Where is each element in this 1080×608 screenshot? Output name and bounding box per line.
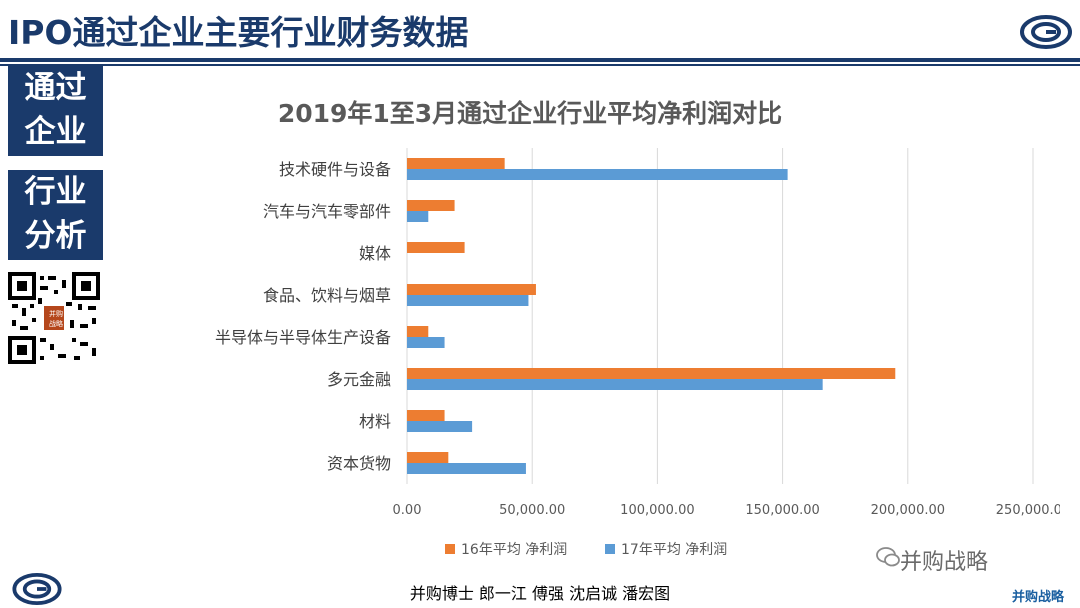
section-badge-line: 分析 [24,218,87,254]
footer-authors: 并购博士 郎一江 傅强 沈启诚 潘宏图 [409,584,671,603]
section-badge-industry: 行业 分析 [8,170,103,260]
legend-label: 16年平均 净利润 [461,542,567,558]
page-title: IPO通过企业主要行业财务数据 [8,13,469,52]
brand-logo-icon [12,572,62,606]
legend-swatch [445,544,455,554]
category-label: 半导体与半导体生产设备 [215,328,391,347]
category-label: 汽车与汽车零部件 [263,202,391,221]
section-badge-line: 通过 [24,70,87,106]
qr-caption: 战略 [49,319,63,328]
category-label: 食品、饮料与烟草 [263,286,391,305]
section-badge-line: 行业 [24,174,87,210]
x-tick-label: 0.00 [393,503,422,518]
header: IPO通过企业主要行业财务数据 [0,0,1080,56]
bar-series-17 [407,295,529,306]
bar-series-16 [407,158,505,169]
bar-series-16 [407,368,896,379]
category-label: 材料 [359,412,391,431]
qr-caption: 并购 [49,309,63,318]
bar-series-17 [407,463,526,474]
bar-series-17 [407,169,788,180]
header-divider-thin [0,64,1080,66]
bar-series-16 [407,200,455,211]
section-badge-line: 企业 [24,114,87,150]
category-label: 资本货物 [327,454,391,473]
bar-series-16 [407,242,465,253]
bar-series-17 [407,379,823,390]
x-tick-label: 150,000.00 [745,503,819,518]
wechat-icon [876,547,900,567]
x-tick-label: 100,000.00 [620,503,694,518]
section-badge-companies: 通过 企业 [8,66,103,156]
category-label: 技术硬件与设备 [279,160,391,179]
watermark-text: 并购战略 [900,550,989,575]
category-label: 媒体 [359,244,391,263]
category-label: 多元金融 [327,370,391,389]
bar-series-17 [407,211,429,222]
chart-title: 2019年1至3月通过企业行业平均净利润对比 [278,99,782,128]
qr-code-icon: 并购 战略 [8,272,100,364]
bar-series-17 [407,337,445,348]
x-tick-label: 200,000.00 [871,503,945,518]
bar-series-16 [407,326,429,337]
bar-series-17 [407,421,473,432]
bar-chart: 2019年1至3月通过企业行业平均净利润对比 0.00 50,000.00 100,0… [215,99,1060,558]
brand-logo-icon [1020,15,1072,49]
bar-series-16 [407,410,445,421]
corner-brand: 并购战略 [1012,590,1065,605]
legend-swatch [605,544,615,554]
header-divider [0,58,1080,62]
bar-series-16 [407,284,536,295]
x-tick-label: 50,000.00 [499,503,565,518]
x-tick-label: 250,000.00 [996,503,1060,518]
bar-series-16 [407,452,449,463]
legend-label: 17年平均 净利润 [621,542,727,558]
